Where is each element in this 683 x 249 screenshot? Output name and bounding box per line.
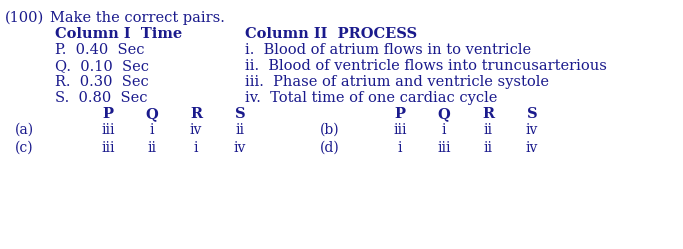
Text: R.  0.30  Sec: R. 0.30 Sec xyxy=(55,75,149,89)
Text: ii: ii xyxy=(148,141,156,155)
Text: iii: iii xyxy=(101,141,115,155)
Text: iii: iii xyxy=(437,141,451,155)
Text: ii: ii xyxy=(484,123,492,137)
Text: ii: ii xyxy=(484,141,492,155)
Text: (100): (100) xyxy=(5,11,44,25)
Text: i.  Blood of atrium flows in to ventricle: i. Blood of atrium flows in to ventricle xyxy=(245,43,531,57)
Text: P.  0.40  Sec: P. 0.40 Sec xyxy=(55,43,145,57)
Text: iii: iii xyxy=(101,123,115,137)
Text: Column II  PROCESS: Column II PROCESS xyxy=(245,27,417,41)
Text: Make the correct pairs.: Make the correct pairs. xyxy=(50,11,225,25)
Text: iv: iv xyxy=(526,123,538,137)
Text: R: R xyxy=(482,107,494,121)
Text: R: R xyxy=(190,107,202,121)
Text: iii.  Phase of atrium and ventricle systole: iii. Phase of atrium and ventricle systo… xyxy=(245,75,549,89)
Text: iii: iii xyxy=(393,123,407,137)
Text: Q.  0.10  Sec: Q. 0.10 Sec xyxy=(55,59,149,73)
Text: Column I  Time: Column I Time xyxy=(55,27,182,41)
Text: iv: iv xyxy=(234,141,246,155)
Text: S: S xyxy=(235,107,245,121)
Text: iv: iv xyxy=(190,123,202,137)
Text: S: S xyxy=(527,107,538,121)
Text: ii.  Blood of ventricle flows into truncusarterious: ii. Blood of ventricle flows into truncu… xyxy=(245,59,607,73)
Text: (b): (b) xyxy=(320,123,339,137)
Text: Q: Q xyxy=(145,107,158,121)
Text: iv: iv xyxy=(526,141,538,155)
Text: (a): (a) xyxy=(15,123,34,137)
Text: i: i xyxy=(398,141,402,155)
Text: P: P xyxy=(395,107,406,121)
Text: ii: ii xyxy=(236,123,245,137)
Text: i: i xyxy=(150,123,154,137)
Text: S.  0.80  Sec: S. 0.80 Sec xyxy=(55,91,148,105)
Text: i: i xyxy=(442,123,446,137)
Text: iv.  Total time of one cardiac cycle: iv. Total time of one cardiac cycle xyxy=(245,91,497,105)
Text: P: P xyxy=(102,107,113,121)
Text: (c): (c) xyxy=(15,141,33,155)
Text: Q: Q xyxy=(438,107,450,121)
Text: (d): (d) xyxy=(320,141,339,155)
Text: i: i xyxy=(194,141,198,155)
